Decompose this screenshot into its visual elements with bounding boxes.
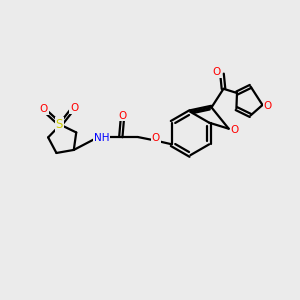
Text: NH: NH	[94, 133, 109, 143]
Text: O: O	[152, 133, 160, 143]
Text: S: S	[56, 118, 63, 130]
Text: O: O	[70, 103, 78, 113]
Text: O: O	[40, 104, 48, 114]
Text: O: O	[118, 110, 126, 121]
Text: O: O	[264, 100, 272, 111]
Text: O: O	[231, 125, 239, 135]
Text: O: O	[212, 67, 221, 77]
